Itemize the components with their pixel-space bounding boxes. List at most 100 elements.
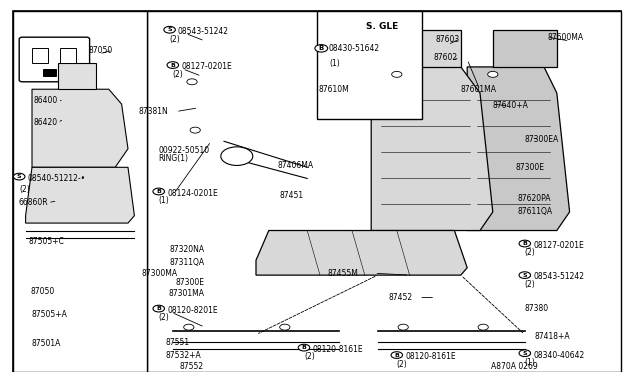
Text: B: B bbox=[301, 345, 307, 350]
Circle shape bbox=[519, 350, 531, 356]
Bar bbox=[317, 11, 422, 119]
Text: 86420: 86420 bbox=[33, 118, 58, 127]
Text: 87640+A: 87640+A bbox=[493, 102, 529, 110]
Text: 87451: 87451 bbox=[279, 191, 303, 200]
Text: (2): (2) bbox=[397, 360, 408, 369]
Text: (2): (2) bbox=[19, 185, 30, 194]
Text: (1): (1) bbox=[329, 59, 340, 68]
Text: 08124-0201E: 08124-0201E bbox=[167, 189, 218, 198]
Polygon shape bbox=[371, 67, 493, 231]
Text: 87552: 87552 bbox=[179, 362, 204, 371]
Text: 87300E: 87300E bbox=[176, 278, 205, 287]
Text: 87300EA: 87300EA bbox=[525, 135, 559, 144]
Text: 08430-51642: 08430-51642 bbox=[329, 44, 380, 53]
Text: 87452: 87452 bbox=[388, 293, 413, 302]
Text: B: B bbox=[394, 353, 399, 357]
Text: 87418+A: 87418+A bbox=[534, 332, 570, 341]
Circle shape bbox=[280, 324, 290, 330]
Text: 87620PA: 87620PA bbox=[517, 195, 550, 203]
Circle shape bbox=[167, 62, 179, 68]
Bar bbox=[13, 11, 147, 372]
Text: S: S bbox=[167, 27, 172, 32]
Circle shape bbox=[315, 45, 328, 52]
Text: 66860R: 66860R bbox=[19, 198, 48, 207]
Circle shape bbox=[398, 324, 408, 330]
Circle shape bbox=[391, 352, 403, 358]
Text: 87050: 87050 bbox=[30, 287, 54, 296]
Bar bbox=[43, 69, 56, 76]
Text: 87406MA: 87406MA bbox=[278, 161, 314, 170]
Text: B: B bbox=[156, 306, 161, 311]
Circle shape bbox=[13, 173, 25, 180]
Polygon shape bbox=[256, 231, 467, 275]
Circle shape bbox=[488, 71, 498, 77]
Polygon shape bbox=[493, 30, 557, 67]
Circle shape bbox=[190, 127, 200, 133]
Text: 87320NA: 87320NA bbox=[170, 245, 205, 254]
Text: 08127-0201E: 08127-0201E bbox=[181, 62, 232, 71]
Text: S: S bbox=[522, 351, 527, 356]
Text: B: B bbox=[319, 45, 324, 51]
Text: 87300E: 87300E bbox=[515, 163, 544, 172]
Text: 08120-8161E: 08120-8161E bbox=[312, 345, 363, 354]
Text: 87602: 87602 bbox=[434, 53, 458, 62]
Text: 86400: 86400 bbox=[33, 96, 58, 105]
Text: 87600MA: 87600MA bbox=[547, 33, 583, 42]
Bar bbox=[32, 48, 48, 63]
Bar bbox=[60, 48, 76, 63]
Text: B: B bbox=[522, 241, 527, 246]
Text: 08127-0201E: 08127-0201E bbox=[533, 241, 584, 250]
Text: 87505+C: 87505+C bbox=[29, 237, 65, 246]
Text: 87611QA: 87611QA bbox=[517, 208, 552, 217]
Text: 87311QA: 87311QA bbox=[170, 258, 205, 267]
Text: 08340-40642: 08340-40642 bbox=[533, 350, 584, 360]
Text: 87603: 87603 bbox=[435, 35, 460, 44]
Circle shape bbox=[184, 324, 194, 330]
Polygon shape bbox=[467, 67, 570, 231]
Text: 87601MA: 87601MA bbox=[461, 85, 497, 94]
Circle shape bbox=[187, 79, 197, 85]
Text: 08543-51242: 08543-51242 bbox=[178, 27, 229, 36]
Text: 87050: 87050 bbox=[88, 46, 113, 55]
Text: 87551: 87551 bbox=[165, 337, 189, 347]
Text: S: S bbox=[522, 273, 527, 278]
Text: 87505+A: 87505+A bbox=[31, 310, 67, 319]
Circle shape bbox=[392, 71, 402, 77]
Text: A870A 0269: A870A 0269 bbox=[491, 362, 538, 371]
Text: (2): (2) bbox=[170, 35, 180, 44]
Text: B: B bbox=[170, 62, 175, 68]
FancyBboxPatch shape bbox=[19, 37, 90, 82]
Polygon shape bbox=[26, 167, 134, 223]
Circle shape bbox=[478, 324, 488, 330]
Text: RING(1): RING(1) bbox=[159, 154, 189, 163]
Polygon shape bbox=[397, 30, 461, 67]
Text: B: B bbox=[156, 189, 161, 194]
Text: 87381N: 87381N bbox=[139, 107, 168, 116]
Text: S: S bbox=[17, 174, 22, 179]
Circle shape bbox=[153, 305, 164, 312]
Text: (2): (2) bbox=[304, 352, 315, 362]
Text: 87300MA: 87300MA bbox=[142, 269, 178, 278]
Text: S. GLE: S. GLE bbox=[366, 22, 398, 31]
Text: (1): (1) bbox=[159, 196, 170, 205]
Text: (1): (1) bbox=[525, 358, 536, 367]
Polygon shape bbox=[58, 63, 96, 89]
Text: 87301MA: 87301MA bbox=[169, 289, 205, 298]
Circle shape bbox=[298, 344, 310, 351]
Text: (2): (2) bbox=[525, 280, 536, 289]
Text: (2): (2) bbox=[525, 248, 536, 257]
Text: (2): (2) bbox=[173, 70, 184, 79]
Text: 87380: 87380 bbox=[525, 304, 549, 313]
Circle shape bbox=[519, 272, 531, 279]
Circle shape bbox=[221, 147, 253, 166]
Circle shape bbox=[519, 240, 531, 247]
Text: 08120-8161E: 08120-8161E bbox=[405, 352, 456, 362]
Circle shape bbox=[153, 188, 164, 195]
Text: 08540-51212-•: 08540-51212-• bbox=[28, 174, 86, 183]
Text: 00922-50510: 00922-50510 bbox=[159, 146, 210, 155]
Circle shape bbox=[164, 26, 175, 33]
Text: 87532+A: 87532+A bbox=[165, 350, 201, 360]
Text: 87610M: 87610M bbox=[318, 85, 349, 94]
Bar bbox=[147, 11, 621, 372]
Text: 87455M: 87455M bbox=[328, 269, 358, 278]
